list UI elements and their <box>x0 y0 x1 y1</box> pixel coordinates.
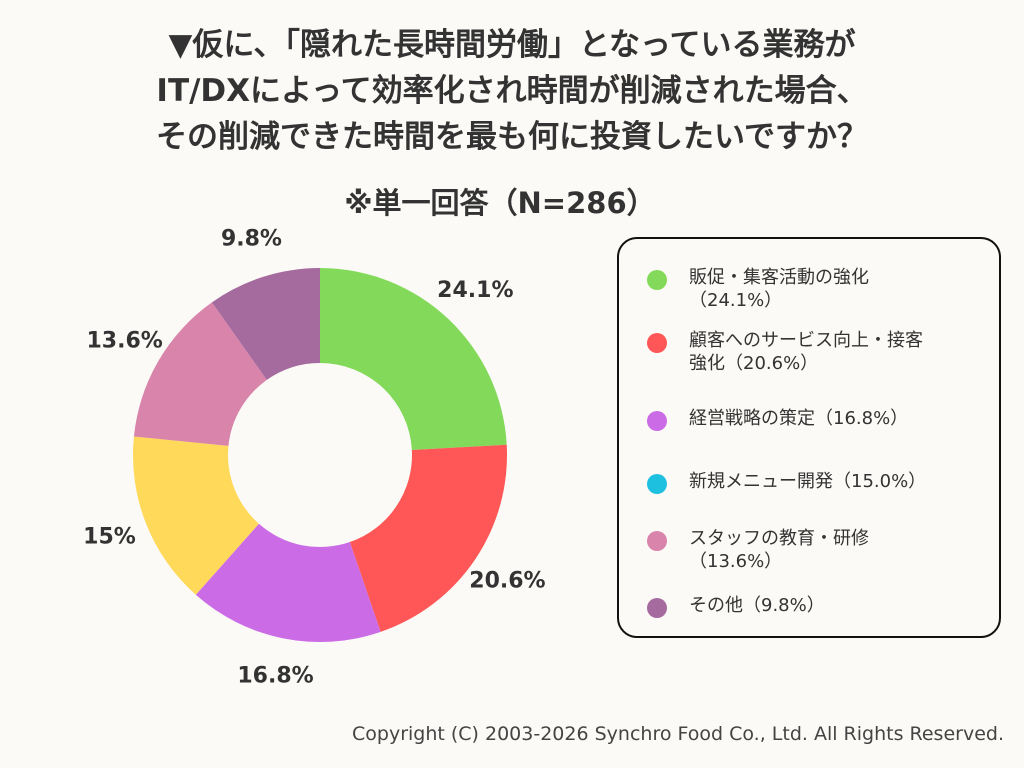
value-label: 20.6% <box>469 568 545 593</box>
legend-label: 経営戦略の策定（16.8%） <box>689 408 909 429</box>
value-label: 9.8% <box>221 227 282 252</box>
legend-swatch <box>647 598 667 618</box>
legend-item: スタッフの教育・研修 （13.6%） <box>647 527 869 573</box>
legend-swatch <box>647 411 667 431</box>
footer: Copyright (C) 2003-2026 Synchro Food Co.… <box>352 723 1004 745</box>
slice <box>133 302 267 446</box>
slice <box>211 268 320 380</box>
slice <box>349 444 507 632</box>
legend-label: その他（9.8%） <box>689 595 825 616</box>
value-label: 16.8% <box>237 664 313 689</box>
legend-item: 販促・集客活動の強化 （24.1%） <box>647 266 869 312</box>
chart-title: ▼仮に、「隠れた長時間労働」となっている業務が IT/DXによって効率化され時間… <box>155 27 869 155</box>
legend: 販促・集客活動の強化 （24.1%） 顧客へのサービス向上・接客 強化（20.6%… <box>617 237 1001 638</box>
chart-subtitle: ※単一回答（N=286） <box>344 186 656 220</box>
legend-item: その他（9.8%） <box>647 594 825 618</box>
legend-swatch <box>647 333 667 353</box>
legend-label: 販促・集客活動の強化 （24.1%） <box>689 267 869 311</box>
legend-label: 顧客へのサービス向上・接客 強化（20.6%） <box>689 330 923 374</box>
legend-item: 新規メニュー開発（15.0%） <box>647 470 926 494</box>
slice <box>195 523 381 642</box>
legend-swatch <box>647 531 667 551</box>
legend-swatch <box>647 270 667 290</box>
legend-item: 顧客へのサービス向上・接客 強化（20.6%） <box>647 329 923 375</box>
value-label: 24.1% <box>437 278 513 303</box>
value-label: 13.6% <box>86 328 162 353</box>
legend-item: 経営戦略の策定（16.8%） <box>647 407 908 431</box>
legend-label: 新規メニュー開発（15.0%） <box>689 471 927 492</box>
slice <box>320 268 507 450</box>
value-label: 15% <box>83 524 136 549</box>
legend-swatch <box>647 474 667 494</box>
legend-label: スタッフの教育・研修 （13.6%） <box>689 528 869 572</box>
slice <box>132 436 259 595</box>
